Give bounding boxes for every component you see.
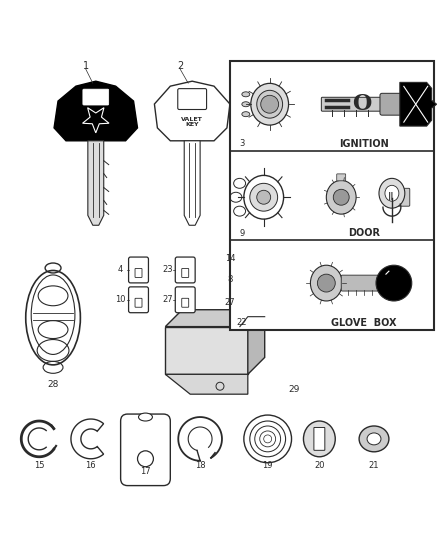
- FancyBboxPatch shape: [175, 257, 195, 283]
- Text: II: II: [388, 192, 394, 202]
- FancyBboxPatch shape: [398, 188, 410, 206]
- Text: 2: 2: [177, 61, 184, 71]
- Circle shape: [257, 190, 271, 204]
- Text: GLOVE  BOX: GLOVE BOX: [331, 318, 397, 328]
- Ellipse shape: [304, 421, 335, 457]
- Text: 3: 3: [239, 139, 244, 148]
- Text: 19: 19: [262, 461, 273, 470]
- Circle shape: [333, 189, 349, 205]
- FancyBboxPatch shape: [380, 93, 404, 115]
- Polygon shape: [88, 141, 104, 225]
- Text: 22: 22: [237, 318, 247, 327]
- Polygon shape: [165, 310, 265, 327]
- Text: 17: 17: [140, 467, 151, 476]
- FancyBboxPatch shape: [237, 302, 249, 328]
- Circle shape: [318, 274, 335, 292]
- FancyBboxPatch shape: [129, 287, 148, 313]
- FancyBboxPatch shape: [314, 427, 325, 450]
- FancyBboxPatch shape: [120, 414, 170, 486]
- Text: DOOR: DOOR: [348, 228, 380, 238]
- FancyBboxPatch shape: [83, 89, 109, 105]
- Text: 27: 27: [162, 295, 173, 304]
- Ellipse shape: [257, 90, 283, 118]
- Polygon shape: [165, 327, 248, 374]
- Ellipse shape: [385, 185, 399, 201]
- Text: 14: 14: [225, 254, 235, 263]
- Ellipse shape: [326, 180, 356, 214]
- FancyBboxPatch shape: [182, 298, 189, 307]
- Ellipse shape: [242, 102, 250, 107]
- FancyBboxPatch shape: [135, 269, 142, 278]
- Text: 27: 27: [225, 298, 235, 307]
- Text: 23: 23: [162, 265, 173, 274]
- Ellipse shape: [242, 92, 250, 97]
- FancyBboxPatch shape: [341, 275, 378, 291]
- Text: 18: 18: [195, 461, 205, 470]
- Ellipse shape: [251, 83, 289, 125]
- FancyBboxPatch shape: [129, 257, 148, 283]
- Ellipse shape: [367, 433, 381, 445]
- Ellipse shape: [242, 112, 250, 117]
- FancyBboxPatch shape: [237, 257, 249, 283]
- Text: 1: 1: [83, 61, 89, 71]
- Polygon shape: [155, 81, 230, 141]
- Circle shape: [376, 265, 412, 301]
- Circle shape: [138, 451, 153, 467]
- Ellipse shape: [311, 265, 342, 301]
- Bar: [230, 61, 434, 329]
- FancyBboxPatch shape: [237, 279, 249, 305]
- Text: 4: 4: [118, 265, 123, 274]
- Polygon shape: [54, 81, 138, 141]
- Text: 29: 29: [288, 385, 300, 394]
- FancyBboxPatch shape: [135, 298, 142, 307]
- Polygon shape: [184, 141, 200, 225]
- Polygon shape: [248, 310, 265, 374]
- Ellipse shape: [359, 426, 389, 452]
- FancyBboxPatch shape: [321, 98, 383, 111]
- FancyBboxPatch shape: [247, 316, 258, 325]
- FancyBboxPatch shape: [337, 174, 346, 181]
- Text: 16: 16: [85, 461, 96, 470]
- Text: 10: 10: [115, 295, 126, 304]
- Text: 9: 9: [239, 229, 244, 238]
- Polygon shape: [400, 83, 437, 126]
- Text: IGNITION: IGNITION: [339, 139, 389, 149]
- Polygon shape: [71, 419, 104, 459]
- Text: 15: 15: [34, 461, 44, 470]
- Ellipse shape: [138, 413, 152, 421]
- Polygon shape: [165, 374, 248, 394]
- Circle shape: [250, 183, 278, 211]
- FancyBboxPatch shape: [175, 287, 195, 313]
- Text: 8: 8: [227, 276, 233, 285]
- Circle shape: [261, 95, 279, 113]
- Text: O: O: [353, 93, 372, 115]
- Text: 21: 21: [369, 461, 379, 470]
- Text: 20: 20: [314, 461, 325, 470]
- FancyBboxPatch shape: [182, 269, 189, 278]
- Ellipse shape: [379, 179, 405, 208]
- FancyBboxPatch shape: [178, 88, 207, 109]
- Text: VALET
KEY: VALET KEY: [181, 117, 203, 127]
- Text: 28: 28: [47, 379, 59, 389]
